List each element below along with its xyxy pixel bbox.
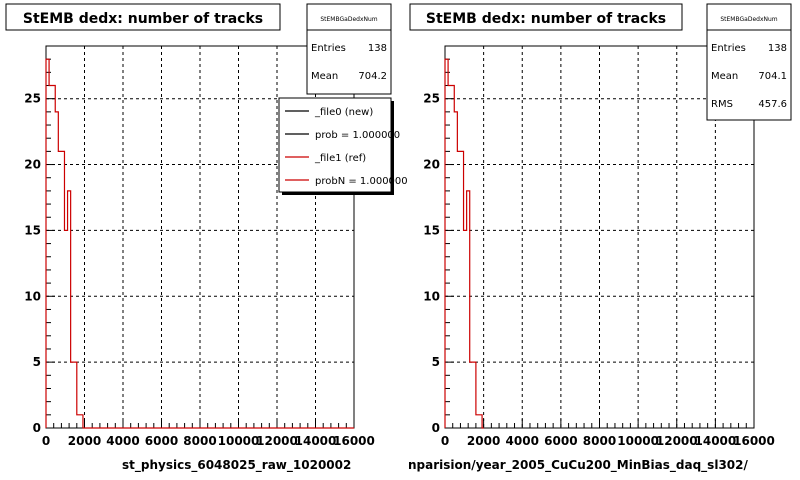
stats-mean-label: Mean xyxy=(311,71,338,82)
x-tick-label: 0 xyxy=(42,434,50,448)
x-tick-label: 12000 xyxy=(256,434,298,448)
legend-entry-label: prob = 1.000000 xyxy=(315,130,400,141)
stats-mean-value: 704.2 xyxy=(358,71,387,82)
x-tick-label: 10000 xyxy=(218,434,260,448)
y-tick-label: 0 xyxy=(432,421,440,435)
stats-name: StEMBGaDedxNum xyxy=(320,16,377,23)
stats-box xyxy=(706,3,792,121)
stats-mean-label: Mean xyxy=(711,71,738,82)
x-tick-label: 6000 xyxy=(145,434,178,448)
y-tick-label: 25 xyxy=(423,92,440,106)
stats-rms-value: 457.6 xyxy=(758,99,787,110)
stats-mean-value: 704.1 xyxy=(758,71,787,82)
x-tick-label: 2000 xyxy=(68,434,101,448)
stats-entries-value: 138 xyxy=(368,43,387,54)
histogram-title: StEMB dedx: number of tracks xyxy=(23,11,263,27)
legend-entry-label: _file1 (ref) xyxy=(314,153,366,164)
stats-entries-label: Entries xyxy=(711,43,746,54)
legend-entry-label: probN = 1.000000 xyxy=(315,176,408,187)
histogram-series-line xyxy=(45,58,354,429)
histogram-title-box xyxy=(409,3,683,31)
stats-entries-label: Entries xyxy=(311,43,346,54)
x-tick-label: 6000 xyxy=(544,434,577,448)
y-tick-label: 25 xyxy=(24,92,41,106)
y-tick-label: 0 xyxy=(33,421,41,435)
y-tick-label: 20 xyxy=(24,158,41,172)
stats-box xyxy=(306,3,392,95)
histogram-series-line xyxy=(444,58,484,429)
footer-right-label: nparision/year_2005_CuCu200_MinBias_daq_… xyxy=(408,458,748,473)
y-tick-label: 10 xyxy=(423,289,440,303)
stats-rms-label: RMS xyxy=(711,99,733,110)
x-tick-label: 8000 xyxy=(583,434,616,448)
legend-box xyxy=(278,97,392,193)
x-tick-label: 10000 xyxy=(617,434,659,448)
y-tick-label: 5 xyxy=(432,355,440,369)
stats-entries-value: 138 xyxy=(768,43,787,54)
x-tick-label: 16000 xyxy=(333,434,375,448)
histogram-title-box xyxy=(5,3,281,31)
x-tick-label: 2000 xyxy=(467,434,500,448)
x-tick-label: 14000 xyxy=(295,434,337,448)
x-tick-label: 16000 xyxy=(733,434,775,448)
x-tick-label: 14000 xyxy=(695,434,737,448)
legend-entry-label: _file0 (new) xyxy=(314,107,373,118)
histogram-title: StEMB dedx: number of tracks xyxy=(426,11,666,27)
y-tick-label: 15 xyxy=(423,223,440,237)
y-tick-label: 15 xyxy=(24,223,41,237)
y-tick-label: 10 xyxy=(24,289,41,303)
x-tick-label: 12000 xyxy=(656,434,698,448)
y-tick-label: 5 xyxy=(33,355,41,369)
y-tick-label: 20 xyxy=(423,158,440,172)
x-tick-label: 8000 xyxy=(183,434,216,448)
x-tick-label: 4000 xyxy=(506,434,539,448)
x-tick-label: 4000 xyxy=(106,434,139,448)
stats-name: StEMBGaDedxNum xyxy=(720,16,777,23)
footer-left-label: st_physics_6048025_raw_1020002 xyxy=(122,458,351,473)
x-tick-label: 0 xyxy=(441,434,449,448)
